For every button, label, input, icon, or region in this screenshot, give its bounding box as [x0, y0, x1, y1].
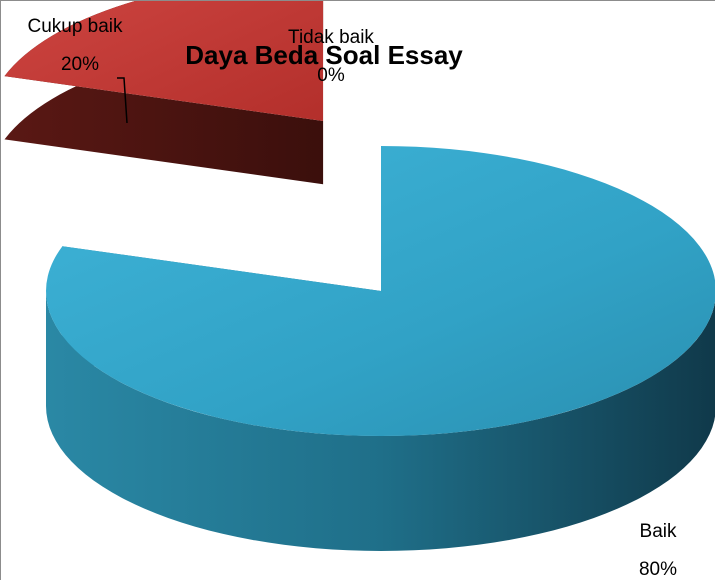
label-tidak-baik-pct: 0%	[317, 65, 345, 86]
chart-title: Daya Beda Soal Essay	[185, 40, 463, 70]
label-cukup-baik-pct: 20%	[61, 54, 99, 75]
slice-cukup-baik-top	[4, 1, 324, 121]
label-baik-pct: 80%	[639, 559, 677, 580]
slice-baik	[46, 146, 715, 551]
label-cukup-baik-name: Cukup baik	[27, 16, 123, 37]
slice-baik-top	[46, 146, 715, 436]
label-tidak-baik-name: Tidak baik	[288, 27, 374, 48]
slice-cukup-baik	[4, 1, 324, 185]
label-baik-name: Baik	[640, 521, 677, 542]
leader-line-cukup-baik	[117, 77, 128, 124]
